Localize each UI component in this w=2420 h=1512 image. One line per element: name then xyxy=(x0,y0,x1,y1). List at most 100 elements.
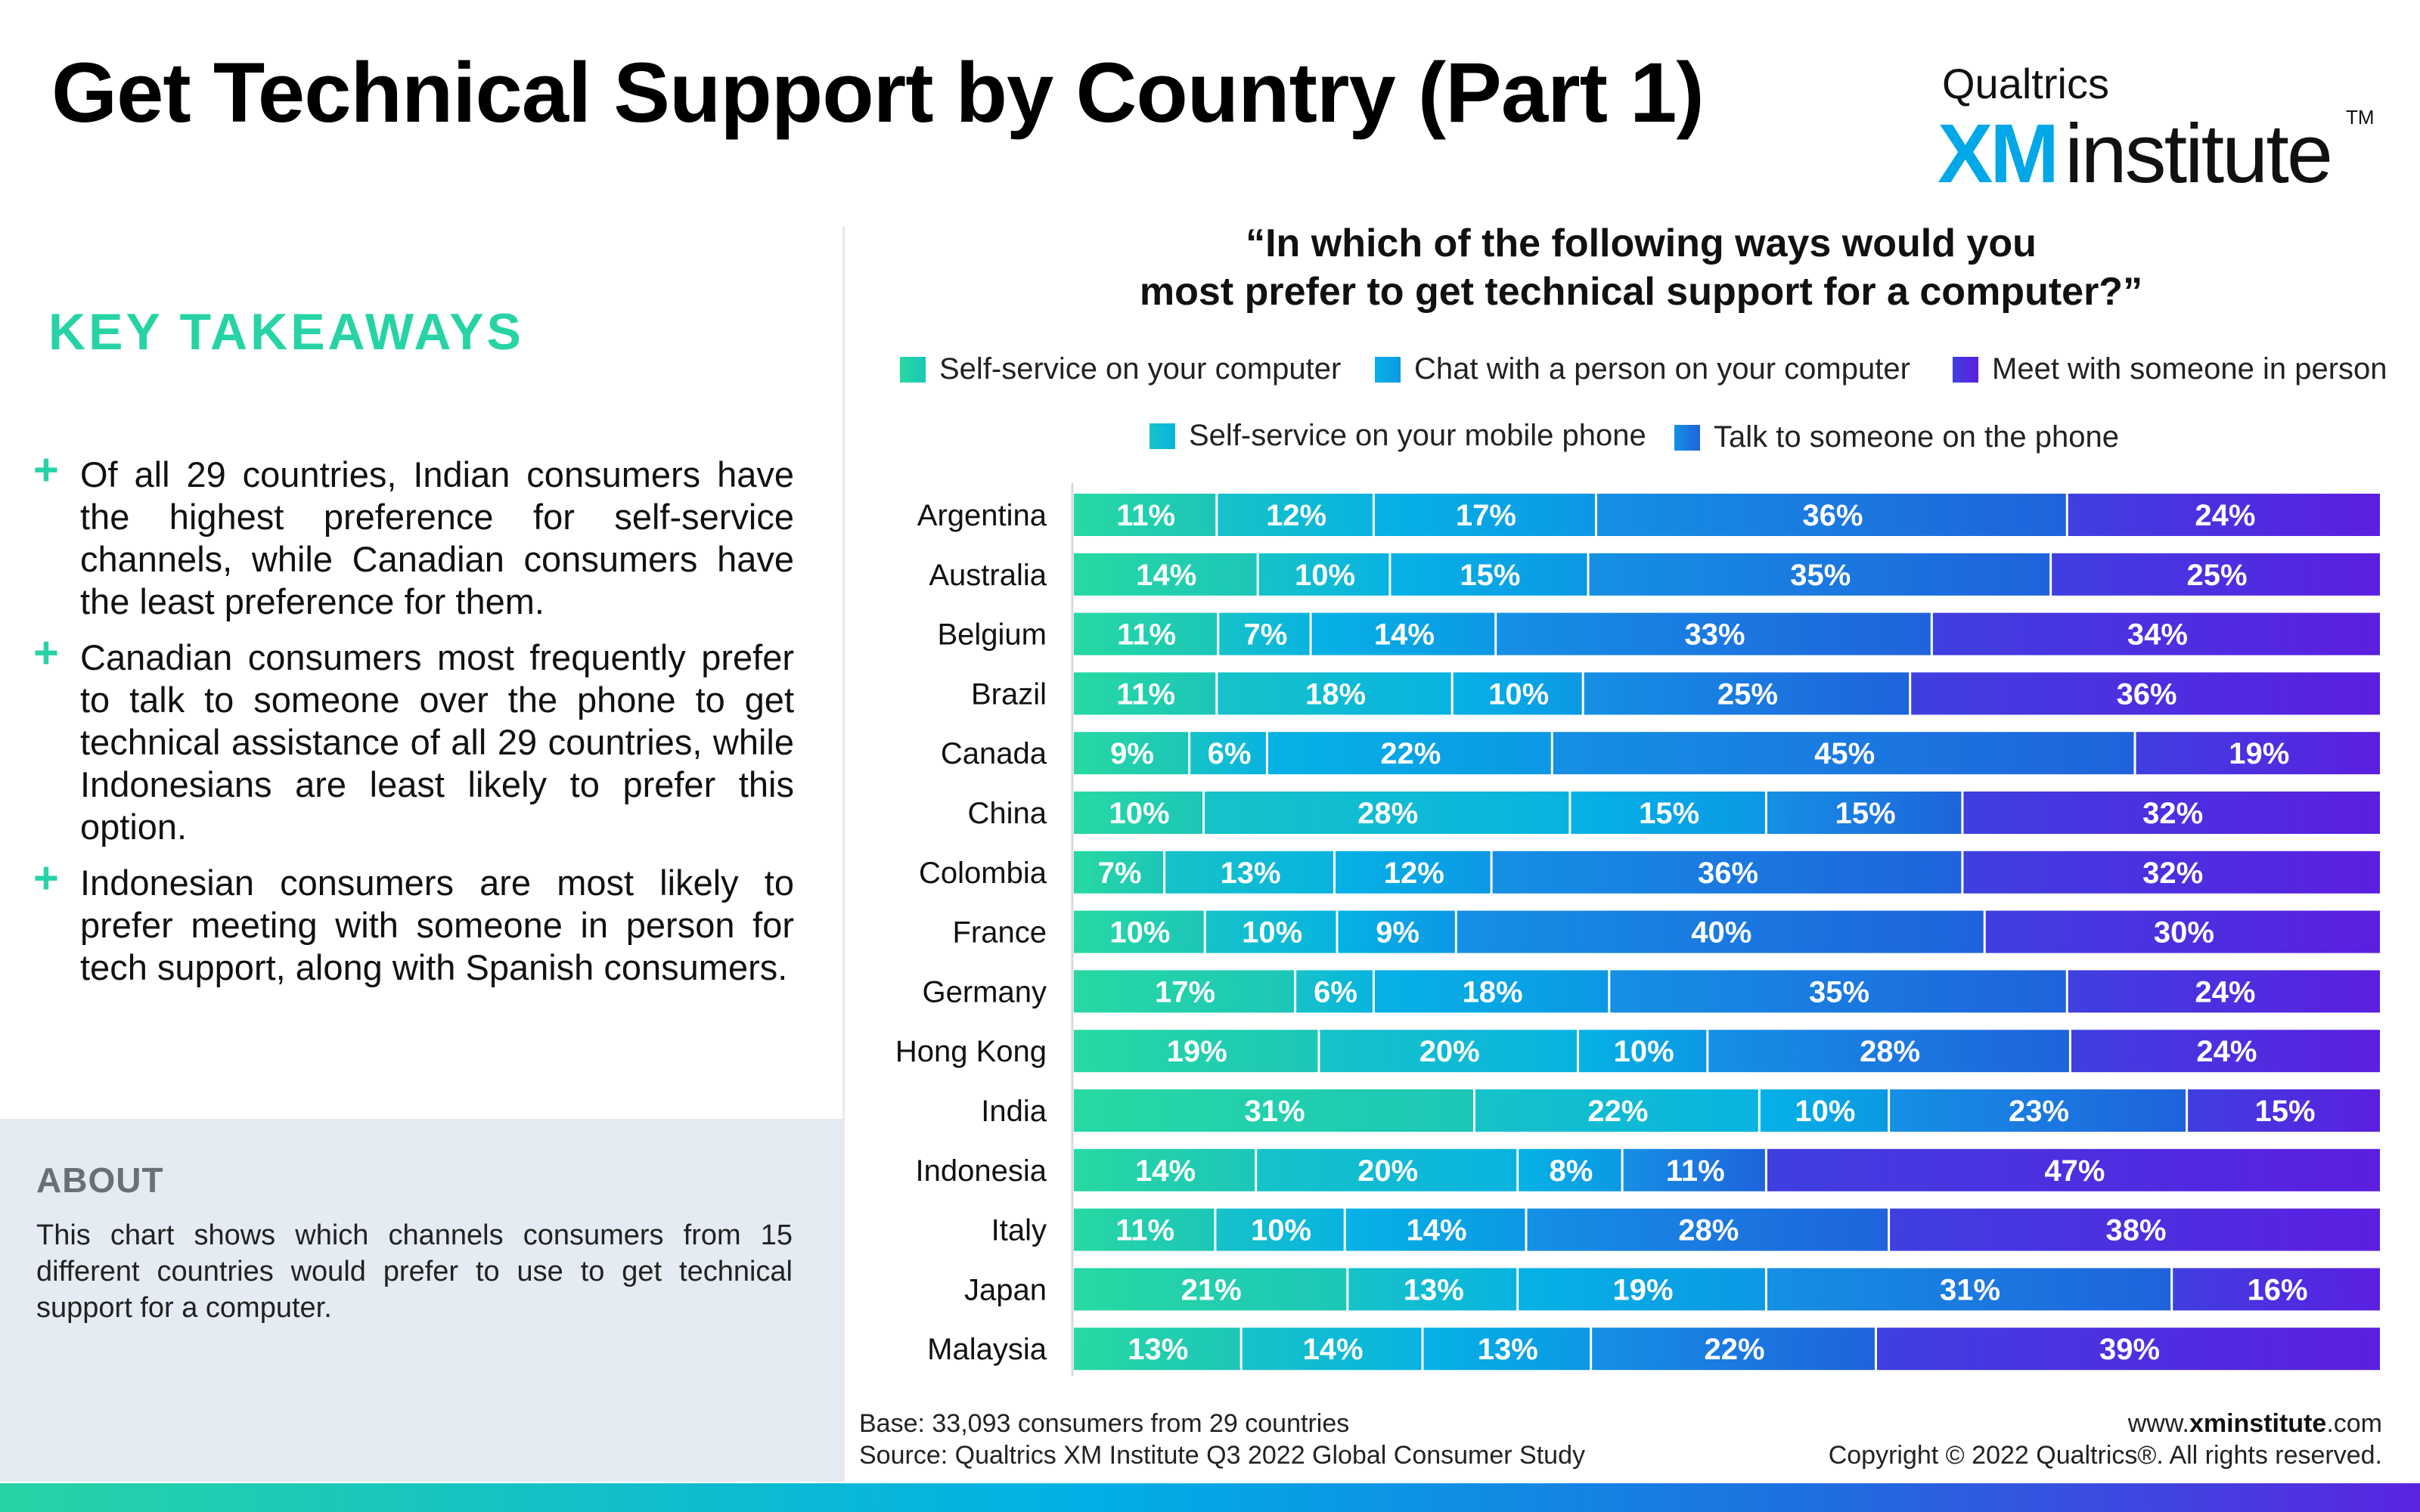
country-label-hong-kong: Hong Kong xyxy=(895,1035,1047,1068)
legend-label: Meet with someone in person xyxy=(1992,352,2387,386)
chart-title: “In which of the following ways would yo… xyxy=(862,219,2420,316)
data-label-malaysia-chat-with-a-person-on-your-computer: 13% xyxy=(1478,1333,1538,1366)
page-title: Get Technical Support by Country (Part 1… xyxy=(51,45,1705,140)
data-label-india-meet-with-someone-in-person: 15% xyxy=(2255,1095,2316,1128)
bar-belgium-talk-to-someone-on-the-phone xyxy=(1497,612,1931,655)
bar-brazil-self-service-on-your-mobile-phone xyxy=(1218,672,1451,715)
takeaway-item: + Canadian consumers most frequently pref… xyxy=(30,631,794,848)
bar-malaysia-chat-with-a-person-on-your-computer xyxy=(1423,1328,1590,1371)
data-label-argentina-self-service-on-your-computer: 11% xyxy=(1116,499,1175,532)
bar-colombia-chat-with-a-person-on-your-computer xyxy=(1336,850,1491,894)
data-label-belgium-chat-with-a-person-on-your-computer: 14% xyxy=(1374,618,1435,652)
website-prefix: www. xyxy=(2127,1409,2189,1438)
bar-malaysia-meet-with-someone-in-person xyxy=(1876,1328,2380,1371)
bar-australia-self-service-on-your-mobile-phone xyxy=(1258,553,1389,596)
data-label-brazil-self-service-on-your-mobile-phone: 18% xyxy=(1305,677,1366,711)
data-label-belgium-talk-to-someone-on-the-phone: 33% xyxy=(1684,618,1745,652)
data-label-india-chat-with-a-person-on-your-computer: 10% xyxy=(1795,1095,1855,1128)
data-label-china-talk-to-someone-on-the-phone: 15% xyxy=(1835,797,1896,830)
bar-france-self-service-on-your-computer xyxy=(1074,910,1204,953)
bar-malaysia-talk-to-someone-on-the-phone xyxy=(1592,1328,1875,1371)
legend-label: Self-service on your computer xyxy=(939,352,1342,386)
bar-malaysia-self-service-on-your-computer xyxy=(1074,1328,1240,1371)
plus-icon: + xyxy=(33,854,59,903)
bar-germany-self-service-on-your-mobile-phone xyxy=(1296,970,1373,1013)
bar-germany-chat-with-a-person-on-your-computer xyxy=(1374,970,1609,1013)
logo-institute: institute xyxy=(2065,107,2333,200)
website-suffix: .com xyxy=(2326,1409,2382,1438)
bar-indonesia-talk-to-someone-on-the-phone xyxy=(1623,1148,1765,1191)
data-label-indonesia-meet-with-someone-in-person: 47% xyxy=(2044,1154,2105,1188)
country-label-colombia: Colombia xyxy=(919,857,1047,890)
bar-italy-talk-to-someone-on-the-phone xyxy=(1527,1208,1888,1251)
chart-title-line-2: most prefer to get technical support for… xyxy=(1139,270,2143,314)
stacked-bar-chart: Argentina 11% 12% 17% 36% 24% Australia 14% 10% 1… xyxy=(895,483,2380,1376)
country-label-china: China xyxy=(967,797,1047,830)
data-label-indonesia-self-service-on-your-mobile-phone: 20% xyxy=(1357,1154,1418,1188)
bar-japan-meet-with-someone-in-person xyxy=(2173,1268,2380,1311)
bar-italy-self-service-on-your-mobile-phone xyxy=(1216,1208,1344,1251)
legend-swatch xyxy=(1375,357,1401,383)
data-label-france-self-service-on-your-computer: 10% xyxy=(1109,916,1170,950)
country-label-indonesia: Indonesia xyxy=(916,1154,1047,1188)
chart-legend: Self-service on your computer Chat with … xyxy=(862,340,2420,461)
panel-divider xyxy=(842,227,845,1482)
data-label-hong-kong-meet-with-someone-in-person: 24% xyxy=(2196,1035,2257,1068)
data-label-australia-meet-with-someone-in-person: 25% xyxy=(2187,559,2248,592)
data-label-germany-self-service-on-your-computer: 17% xyxy=(1155,975,1215,1009)
takeaway-text: Indonesian consumers are most likely to … xyxy=(80,863,794,987)
country-label-india: India xyxy=(981,1095,1047,1128)
data-label-japan-chat-with-a-person-on-your-computer: 19% xyxy=(1613,1273,1674,1306)
data-label-australia-chat-with-a-person-on-your-computer: 15% xyxy=(1460,559,1520,592)
bar-indonesia-meet-with-someone-in-person xyxy=(1767,1148,2380,1191)
bar-italy-chat-with-a-person-on-your-computer xyxy=(1345,1208,1525,1251)
data-label-france-meet-with-someone-in-person: 30% xyxy=(2154,916,2214,950)
bar-australia-meet-with-someone-in-person xyxy=(2052,553,2380,596)
data-label-italy-talk-to-someone-on-the-phone: 28% xyxy=(1678,1214,1739,1247)
data-label-colombia-self-service-on-your-computer: 7% xyxy=(1098,857,1142,890)
bar-colombia-talk-to-someone-on-the-phone xyxy=(1492,850,1962,894)
data-label-india-self-service-on-your-mobile-phone: 22% xyxy=(1587,1095,1648,1128)
bar-indonesia-self-service-on-your-computer xyxy=(1074,1148,1255,1191)
bar-france-talk-to-someone-on-the-phone xyxy=(1457,910,1984,953)
bar-australia-talk-to-someone-on-the-phone xyxy=(1589,553,2050,596)
bar-argentina-meet-with-someone-in-person xyxy=(2068,494,2380,536)
data-label-germany-meet-with-someone-in-person: 24% xyxy=(2195,975,2255,1009)
bar-france-self-service-on-your-mobile-phone xyxy=(1205,910,1336,953)
bar-germany-talk-to-someone-on-the-phone xyxy=(1610,970,2066,1013)
data-label-australia-talk-to-someone-on-the-phone: 35% xyxy=(1790,559,1851,592)
data-label-belgium-self-service-on-your-computer: 11% xyxy=(1117,618,1176,652)
credit-block: www.xminstitute.com Copyright © 2022 Qua… xyxy=(1829,1408,2382,1471)
bar-colombia-self-service-on-your-mobile-phone xyxy=(1165,850,1333,894)
data-label-argentina-chat-with-a-person-on-your-computer: 17% xyxy=(1456,499,1516,532)
data-label-italy-self-service-on-your-computer: 11% xyxy=(1115,1214,1174,1247)
bar-argentina-self-service-on-your-mobile-phone xyxy=(1218,494,1373,536)
bar-india-self-service-on-your-mobile-phone xyxy=(1475,1089,1758,1132)
source-note: Source: Qualtrics XM Institute Q3 2022 G… xyxy=(859,1441,1586,1470)
data-label-hong-kong-self-service-on-your-mobile-phone: 20% xyxy=(1419,1035,1480,1068)
bar-brazil-meet-with-someone-in-person xyxy=(1911,672,2380,715)
bar-brazil-self-service-on-your-computer xyxy=(1074,672,1216,715)
data-label-colombia-self-service-on-your-mobile-phone: 13% xyxy=(1221,857,1281,890)
plus-icon: + xyxy=(33,445,59,494)
data-label-canada-talk-to-someone-on-the-phone: 45% xyxy=(1814,737,1875,770)
bar-italy-self-service-on-your-computer xyxy=(1074,1208,1215,1251)
data-label-colombia-chat-with-a-person-on-your-computer: 12% xyxy=(1384,857,1444,890)
data-label-malaysia-self-service-on-your-mobile-phone: 14% xyxy=(1303,1333,1364,1366)
key-takeaways-title: KEY TAKEAWAYS xyxy=(48,303,524,361)
data-label-brazil-chat-with-a-person-on-your-computer: 10% xyxy=(1488,677,1549,711)
key-takeaways-panel: KEY TAKEAWAYS + Of all 29 countries, Indi… xyxy=(0,227,842,1119)
bar-germany-self-service-on-your-computer xyxy=(1074,970,1295,1013)
bar-indonesia-chat-with-a-person-on-your-computer xyxy=(1519,1148,1621,1191)
country-label-japan: Japan xyxy=(964,1273,1047,1306)
data-label-france-self-service-on-your-mobile-phone: 10% xyxy=(1242,916,1302,950)
bar-china-talk-to-someone-on-the-phone xyxy=(1767,792,1962,834)
data-label-india-talk-to-someone-on-the-phone: 23% xyxy=(2009,1095,2069,1128)
bar-hong-kong-self-service-on-your-computer xyxy=(1074,1030,1318,1073)
takeaway-text: Canadian consumers most frequently prefe… xyxy=(80,637,794,847)
data-label-china-chat-with-a-person-on-your-computer: 15% xyxy=(1639,797,1699,830)
data-label-hong-kong-talk-to-someone-on-the-phone: 28% xyxy=(1860,1035,1920,1068)
website-link[interactable]: www.xminstitute.com xyxy=(1829,1408,2382,1439)
legend-swatch xyxy=(900,357,926,383)
data-label-germany-chat-with-a-person-on-your-computer: 18% xyxy=(1463,975,1523,1009)
